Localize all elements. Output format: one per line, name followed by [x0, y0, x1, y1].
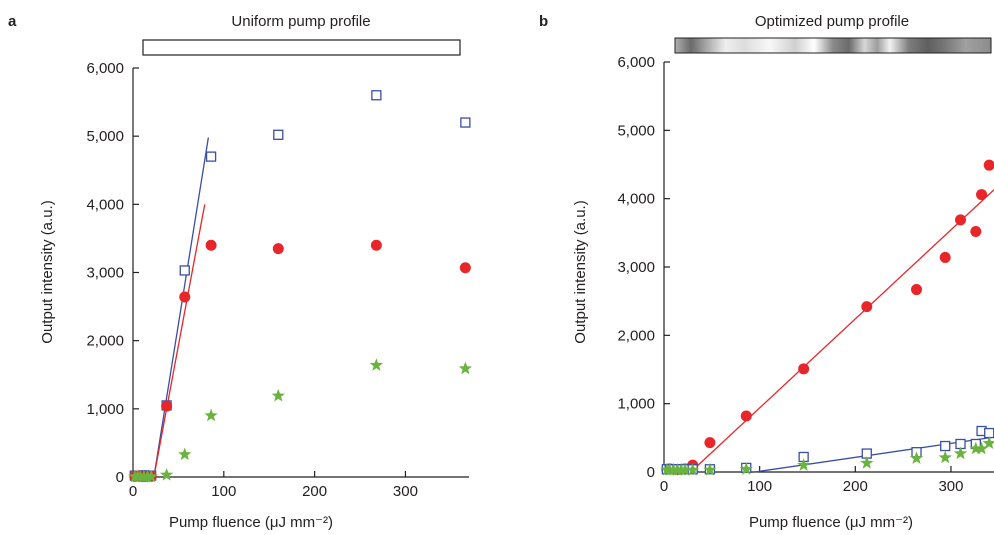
panel-a-y-tick-label: 2,000 [86, 333, 124, 350]
panel-a-circle-point [161, 400, 173, 412]
panel-b-star-point [938, 450, 952, 464]
panel-b-star-point [686, 462, 700, 476]
panel-a-square-point [179, 265, 190, 276]
panel-a-y-tick-label: 3,000 [86, 265, 124, 282]
panel-a-x-axis-label: Pump fluence (μJ mm⁻²) [169, 514, 333, 531]
panel-b-x-tick-label: 200 [843, 478, 868, 495]
panel-a-fit-line [153, 137, 210, 478]
panel-b-star-point [703, 462, 717, 476]
panel-a-star-point [271, 388, 285, 402]
panel-b-y-tick-label: 4,000 [617, 191, 655, 208]
panel-b-star-point [739, 462, 753, 475]
panel-a-square-point [460, 117, 471, 128]
panel-a-y-tick-label: 1,000 [86, 401, 124, 418]
panel-b-x-tick-label: 300 [938, 478, 963, 495]
panel-a-square-point [205, 151, 217, 162]
optimized-pump-profile-bar [674, 37, 992, 54]
panel-a-circle-point [459, 262, 471, 274]
panel-b-x-tick-label: 0 [660, 478, 668, 495]
panel-b-axes: 0 1,000 2,000 3,000 4,000 5,000 6,000 0 100 200 30… [617, 54, 994, 495]
chart-panel-b: b Optimized pump profile 0 1,000 2,000 3,00… [539, 13, 994, 531]
panel-b-circle-point [970, 225, 982, 237]
panel-b-circle-point [704, 437, 716, 449]
panel-b-y-tick-label: 2,000 [617, 327, 655, 344]
panel-b-circle-point [955, 214, 967, 226]
panel-a-y-tick-label: 4,000 [86, 196, 124, 213]
panel-b-circle-point [861, 301, 873, 313]
panel-a-circle-point [205, 239, 217, 251]
panel-b-star-point [982, 436, 994, 449]
panel-b-fit-line [754, 436, 994, 473]
panel-a-y-axis-label: Output intensity (a.u.) [39, 200, 56, 343]
panel-b-star-point [969, 441, 983, 455]
panel-a-circle-point [370, 239, 382, 251]
uniform-pump-profile-bar [142, 39, 461, 56]
panel-a-x-tick-label: 200 [302, 483, 327, 500]
panel-b-y-tick-label: 5,000 [617, 122, 655, 139]
panel-a-fit-line [153, 204, 206, 478]
panel-b-y-tick-label: 3,000 [617, 259, 655, 276]
panel-a-y-tick-label: 5,000 [86, 128, 124, 145]
panel-a-star-point [204, 408, 218, 422]
panel-b-star-point [678, 462, 692, 476]
panel-a-star-point [159, 467, 174, 481]
panel-b-circle-point [798, 363, 810, 375]
panel-letter-a: a [8, 13, 17, 30]
panel-a-y-tick-label: 6,000 [86, 60, 124, 77]
chart-panel-a: a Uniform pump profile 0 1,000 2,000 3,000 4… [8, 13, 473, 531]
panel-b-star-point [909, 451, 924, 464]
panel-a-title: Uniform pump profile [231, 13, 370, 30]
panel-a-x-tick-label: 0 [129, 483, 137, 500]
panel-b-title: Optimized pump profile [755, 13, 909, 30]
panel-b-star-point [860, 456, 874, 469]
panel-b-star-point [796, 458, 811, 471]
panel-b-star-point [953, 446, 968, 460]
panel-a-circle-point [272, 243, 284, 255]
panel-a-y-tick-label: 0 [116, 469, 124, 486]
panel-letter-b: b [539, 13, 548, 30]
panel-b-circle-point [939, 251, 951, 263]
panel-b-x-tick-label: 100 [747, 478, 772, 495]
panel-a-axes: 0 1,000 2,000 3,000 4,000 5,000 6,000 0 100 200 30… [86, 60, 473, 500]
panel-b-y-tick-label: 6,000 [617, 54, 655, 71]
panel-b-circle-point [740, 410, 752, 422]
panel-a-square-point [371, 90, 382, 101]
panel-b-x-axis-label: Pump fluence (μJ mm⁻²) [749, 514, 913, 531]
panel-a-star-point [458, 361, 473, 375]
panel-a-star-point [144, 469, 158, 483]
panel-b-y-tick-label: 1,000 [617, 396, 655, 413]
panel-b-square-point [940, 440, 951, 452]
panel-b-circle-point [976, 189, 988, 201]
panel-b-circle-point [911, 284, 923, 296]
panel-b-fit-line [690, 189, 994, 473]
panel-b-star-point [974, 441, 989, 455]
panel-a-x-tick-label: 300 [393, 483, 418, 500]
panel-a-x-tick-label: 100 [211, 483, 236, 500]
panel-a-star-point [178, 447, 192, 461]
panel-a-square-point [273, 129, 284, 140]
panel-b-y-axis-label: Output intensity (a.u.) [572, 200, 589, 343]
panel-b-circle-point [983, 159, 994, 171]
panel-b-y-tick-label: 0 [647, 464, 655, 481]
panel-a-star-point [369, 358, 384, 371]
panel-a-circle-point [179, 291, 191, 303]
panel-b-square-point [984, 427, 994, 439]
